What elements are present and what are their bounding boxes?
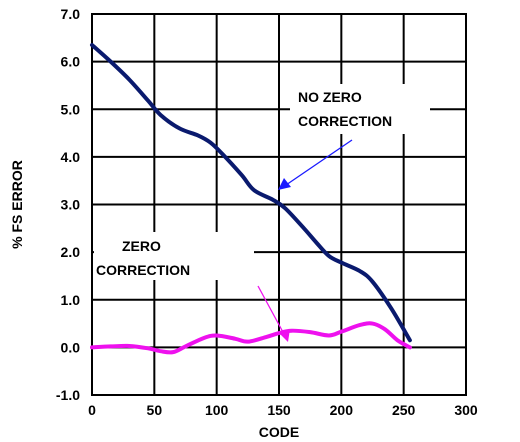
y-tick-label: -1.0 <box>56 387 80 403</box>
annotation-zero-line1: ZERO <box>122 238 161 254</box>
y-tick-label: 7.0 <box>61 6 81 22</box>
annotation-no-zero-arrow <box>285 139 353 186</box>
y-axis-label: % FS ERROR <box>9 160 25 249</box>
y-tick-label: 6.0 <box>61 54 81 70</box>
annotation-zero-arrowhead <box>280 329 290 342</box>
annotation-zero-line2: CORRECTION <box>96 262 190 278</box>
y-tick-label: 4.0 <box>61 149 81 165</box>
annotation-no-zero-bg <box>290 84 430 134</box>
series-line-no-zero-correction <box>90 42 412 343</box>
annotation-zero-arrow <box>257 285 285 335</box>
series-layer <box>90 42 412 355</box>
x-tick-label: 300 <box>454 402 478 418</box>
y-tick-label: 0.0 <box>61 339 81 355</box>
y-tick-label: 3.0 <box>61 197 81 213</box>
x-tick-label: 150 <box>267 402 291 418</box>
y-tick-label: 5.0 <box>61 101 81 117</box>
x-tick-label: 200 <box>330 402 354 418</box>
y-tick-label: 2.0 <box>61 244 81 260</box>
plot-frame <box>91 13 467 396</box>
x-axis-label: CODE <box>259 424 299 440</box>
x-tick-label: 50 <box>147 402 163 418</box>
annotation-no-zero-line1: NO ZERO <box>298 89 362 105</box>
annotation-zero-bg <box>94 232 254 280</box>
x-tick-label: 100 <box>205 402 229 418</box>
y-tick-label: 1.0 <box>61 292 81 308</box>
x-tick-labels: 0 50 100 150 200 250 300 <box>88 402 478 418</box>
x-tick-label: 0 <box>88 402 96 418</box>
series-line-zero-correction <box>90 321 412 355</box>
x-tick-label: 250 <box>392 402 416 418</box>
y-tick-labels: -1.0 0.0 1.0 2.0 3.0 4.0 5.0 6.0 7.0 <box>56 6 80 403</box>
annotation-no-zero-arrowhead <box>278 178 291 190</box>
annotation-no-zero-line2: CORRECTION <box>298 113 392 129</box>
